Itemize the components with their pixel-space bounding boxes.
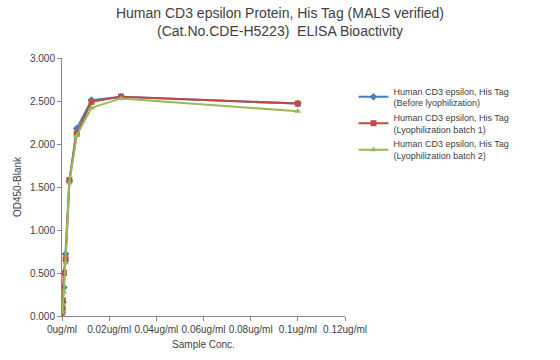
svg-text:Human CD3 epsilon Protein, His: Human CD3 epsilon Protein, His Tag (MALS… xyxy=(116,5,444,39)
svg-text:1.000: 1.000 xyxy=(30,225,55,236)
svg-text:Human CD3 epsilon, His Tag(Lyo: Human CD3 epsilon, His Tag(Lyophilizatio… xyxy=(393,113,508,135)
svg-text:0.08ug/ml: 0.08ug/ml xyxy=(229,324,273,335)
svg-text:0.02ug/ml: 0.02ug/ml xyxy=(87,324,131,335)
svg-text:0.1ug/ml: 0.1ug/ml xyxy=(279,324,317,335)
svg-text:Human CD3 epsilon, His Tag(Bef: Human CD3 epsilon, His Tag(Before lyophi… xyxy=(393,87,508,109)
svg-text:Human CD3 epsilon, His Tag(Lyo: Human CD3 epsilon, His Tag(Lyophilizatio… xyxy=(393,139,508,161)
svg-text:Sample Conc.: Sample Conc. xyxy=(172,339,235,350)
svg-text:0.04ug/ml: 0.04ug/ml xyxy=(134,324,178,335)
svg-text:0ug/ml: 0ug/ml xyxy=(47,324,77,335)
svg-text:0.12ug/ml: 0.12ug/ml xyxy=(323,324,367,335)
svg-text:0.000: 0.000 xyxy=(30,311,55,322)
svg-text:OD450-Blank: OD450-Blank xyxy=(12,156,23,217)
svg-text:3.000: 3.000 xyxy=(30,53,55,64)
svg-text:0.06ug/ml: 0.06ug/ml xyxy=(182,324,226,335)
svg-text:2.500: 2.500 xyxy=(30,96,55,107)
svg-text:1.500: 1.500 xyxy=(30,182,55,193)
svg-text:2.000: 2.000 xyxy=(30,139,55,150)
svg-text:0.500: 0.500 xyxy=(30,268,55,279)
